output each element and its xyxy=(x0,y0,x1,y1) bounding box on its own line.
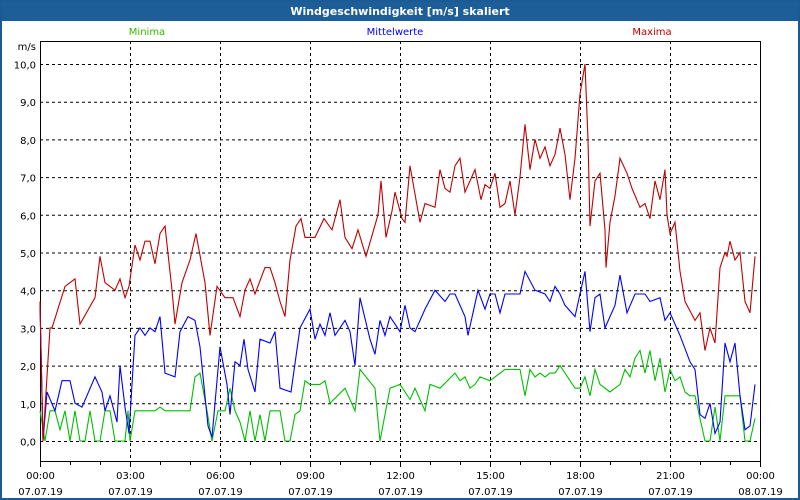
x-tick-time: 15:00 xyxy=(476,471,505,482)
x-tick-date: 07.07.19 xyxy=(18,487,63,498)
series-line-minima xyxy=(39,349,756,442)
y-tick-label: 8,0 xyxy=(20,136,36,147)
y-axis-unit: m/s xyxy=(18,42,36,53)
x-tick-date: 07.07.19 xyxy=(198,487,243,498)
y-tick-label: 6,0 xyxy=(20,211,36,222)
x-tick-date: 08.07.19 xyxy=(738,487,783,498)
y-tick-label: 5,0 xyxy=(20,249,36,260)
x-tick-date: 07.07.19 xyxy=(468,487,513,498)
y-tick-label: 4,0 xyxy=(20,287,36,298)
x-tick-date: 07.07.19 xyxy=(558,487,603,498)
y-tick-label: 7,0 xyxy=(20,174,36,185)
x-tick-time: 00:00 xyxy=(26,471,55,482)
x-tick-time: 21:00 xyxy=(656,471,685,482)
x-tick-time: 03:00 xyxy=(116,471,145,482)
legend-minima: Minima xyxy=(129,27,165,38)
legend-maxima: Maxima xyxy=(632,27,671,38)
x-tick-time: 00:00 xyxy=(746,471,775,482)
y-tick-label: 1,0 xyxy=(20,400,36,411)
chart-title: Windgeschwindigkeit [m/s] skaliert xyxy=(2,2,798,21)
x-tick-date: 07.07.19 xyxy=(108,487,153,498)
x-tick-date: 07.07.19 xyxy=(378,487,423,498)
series-line-mittelwerte xyxy=(39,269,756,442)
y-tick-label: 2,0 xyxy=(20,362,36,373)
x-tick-time: 12:00 xyxy=(386,471,415,482)
x-tick-time: 18:00 xyxy=(566,471,595,482)
legend-mittelwerte: Mittelwerte xyxy=(367,27,424,38)
x-tick-date: 07.07.19 xyxy=(288,487,333,498)
y-tick-label: 0,0 xyxy=(20,438,36,449)
y-tick-label: 3,0 xyxy=(20,324,36,335)
x-tick-date: 07.07.19 xyxy=(648,487,693,498)
x-tick-time: 06:00 xyxy=(206,471,235,482)
x-tick-time: 09:00 xyxy=(296,471,325,482)
y-tick-label: 10,0 xyxy=(14,61,36,72)
series-line-maxima xyxy=(39,63,756,442)
y-tick-label: 9,0 xyxy=(20,98,36,109)
